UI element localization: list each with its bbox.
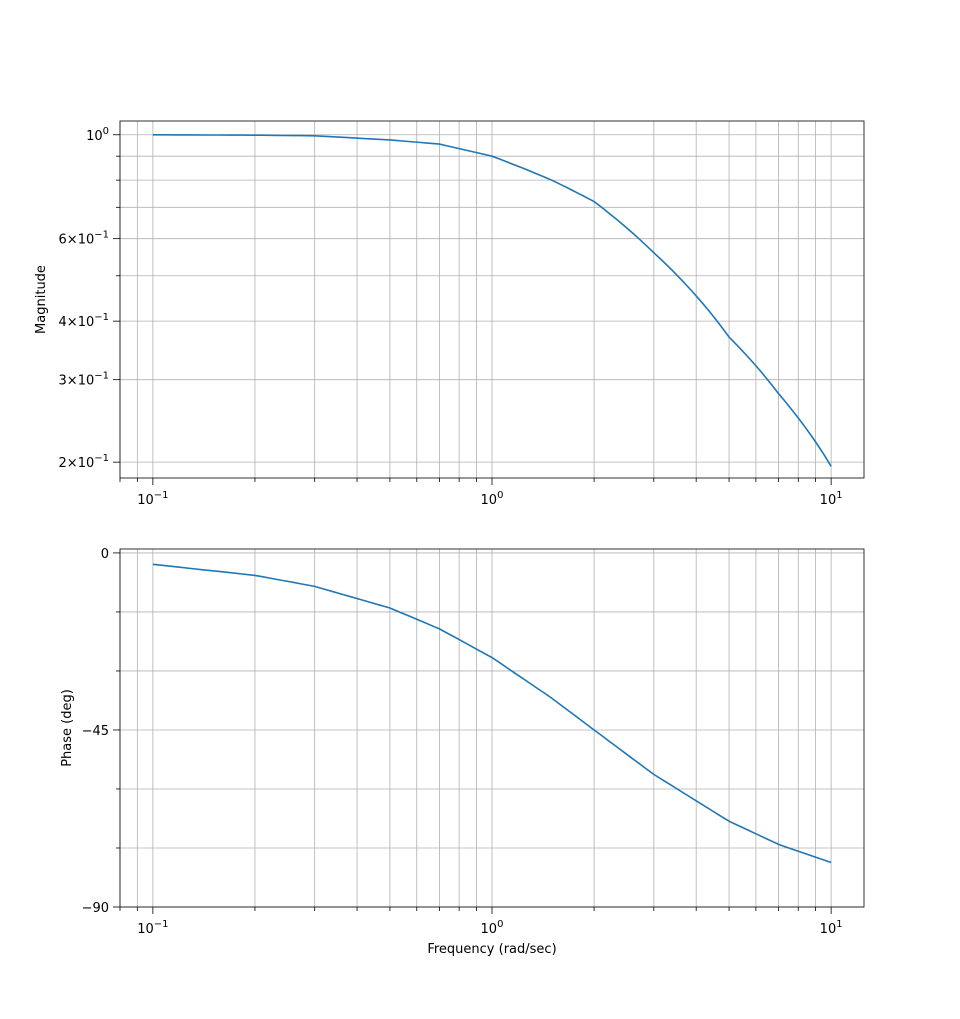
y-tick-label: 3×10−1 [59,371,109,389]
y-tick-label: 6×10−1 [59,230,109,248]
x-tick-label: 100 [481,490,504,508]
y-axis-label: Phase (deg) [60,689,75,767]
y-tick-label: 100 [86,126,109,144]
y-tick-label: 4×10−1 [59,312,109,330]
x-tick-label: 101 [820,490,843,508]
phase-panel: 10−1 100 101 0 −45 −90 Phase (deg) Frequency (r… [60,547,865,957]
plot-frame [119,548,865,908]
x-tick-label: 10−1 [137,919,168,937]
plot-frame [119,120,865,479]
x-tick-label: 100 [481,919,504,937]
y-tick-label: −90 [82,901,109,916]
x-tick-label: 10−1 [137,490,168,508]
y-tick-label: −45 [82,724,109,739]
x-tick-label: 101 [820,919,843,937]
y-tick-label: 0 [101,547,109,562]
magnitude-panel: 10−1 100 101 100 6×10−1 4×10−1 3×10−1 2×10−1 Mag… [34,120,865,508]
y-axis-label: Magnitude [34,265,49,334]
series-line [152,134,832,467]
y-tick-label: 2×10−1 [59,453,109,471]
x-axis-label: Frequency (rad/sec) [427,942,556,957]
series-line [152,563,832,864]
